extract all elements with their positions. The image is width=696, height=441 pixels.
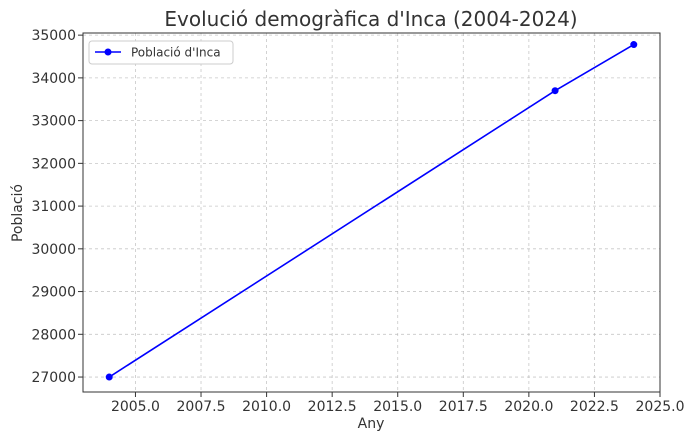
legend: Població d'Inca (88, 40, 234, 65)
y-tick-label: 33000 (31, 114, 76, 130)
series-line (108, 43, 635, 378)
x-tick-label: 2020.0 (504, 399, 553, 415)
x-axis-label: Any (358, 416, 385, 432)
chart-title: Evolució demogràfica d'Inca (2004-2024) (164, 7, 577, 31)
y-tick-label: 32000 (31, 156, 76, 172)
legend-label: Població d'Inca (131, 46, 221, 60)
data-point (105, 373, 113, 381)
x-tick-label: 2010.0 (242, 399, 291, 415)
x-tick-label: 2017.5 (439, 399, 488, 415)
y-axis-ticks: 27000 28000 29000 30000 31000 32000 33000 34000… (31, 28, 83, 386)
plot-frame (82, 32, 661, 393)
data-point (630, 41, 638, 49)
y-tick-label: 29000 (31, 285, 76, 301)
y-tick-label: 35000 (31, 28, 76, 44)
y-tick-label: 31000 (31, 199, 76, 215)
x-tick-label: 2015.0 (373, 399, 422, 415)
y-tick-label: 27000 (31, 370, 76, 386)
x-tick-label: 2005.0 (111, 399, 160, 415)
data-point (551, 87, 559, 95)
y-tick-label: 30000 (31, 242, 76, 258)
legend-marker (104, 48, 112, 56)
y-tick-label: 34000 (31, 71, 76, 87)
series-layer (105, 41, 638, 381)
grid (83, 33, 661, 392)
x-tick-label: 2012.5 (308, 399, 357, 415)
x-tick-label: 2007.5 (177, 399, 226, 415)
x-tick-label: 2025.0 (636, 399, 685, 415)
legend-box (88, 40, 234, 65)
y-axis-label: Població (10, 184, 26, 242)
y-tick-label: 28000 (31, 327, 76, 343)
x-axis-ticks: 2005.0 2007.5 2010.0 2012.5 2015.0 2017.5 2020… (111, 392, 685, 415)
x-tick-label: 2022.5 (570, 399, 619, 415)
